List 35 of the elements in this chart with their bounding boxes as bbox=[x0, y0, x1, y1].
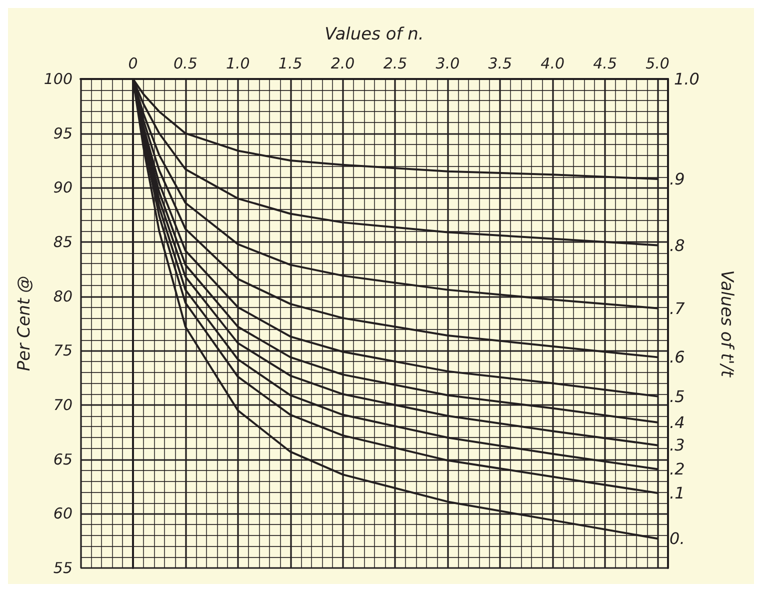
series-label: .6 bbox=[670, 348, 685, 367]
y-tick-label: 60 bbox=[53, 504, 73, 523]
y-tick-label: 95 bbox=[53, 124, 73, 142]
series-label: .7 bbox=[670, 298, 686, 318]
y-tick-label: 100 bbox=[44, 70, 73, 88]
x-tick-label: 5.0 bbox=[646, 54, 670, 72]
series-label: .2 bbox=[670, 460, 685, 479]
y2-axis-title: Values of t'/t bbox=[716, 270, 736, 378]
x-tick-label: 4.5 bbox=[593, 54, 617, 72]
x-axis-title: Values of n. bbox=[324, 24, 424, 44]
x-tick-label: 2.0 bbox=[330, 54, 355, 72]
y-axis-title: Per Cent @ bbox=[14, 276, 34, 372]
y-tick-label: 75 bbox=[53, 342, 73, 360]
x-tick-label: 1.5 bbox=[278, 54, 302, 72]
y-tick-label: 85 bbox=[53, 233, 73, 251]
y-tick-label: 70 bbox=[53, 396, 73, 414]
x-tick-label: 2.5 bbox=[383, 54, 408, 72]
series-label: .8 bbox=[670, 236, 685, 255]
y-tick-label: 65 bbox=[53, 450, 73, 468]
x-tick-label: 3.0 bbox=[436, 54, 460, 72]
y-tick-label: 90 bbox=[53, 178, 73, 197]
x-tick-label: 3.5 bbox=[488, 54, 512, 72]
series-label: .9 bbox=[670, 169, 685, 188]
x-tick-label: 4.0 bbox=[540, 54, 565, 72]
y-tick-label: 55 bbox=[53, 559, 73, 577]
series-label: 0. bbox=[670, 529, 685, 548]
series-label: .4 bbox=[670, 412, 685, 432]
series-label: .1 bbox=[670, 484, 685, 503]
y-tick-label: 80 bbox=[53, 287, 73, 306]
text: 1.0 bbox=[674, 70, 700, 88]
x-tick-label: 1.0 bbox=[226, 54, 250, 72]
series-label: .5 bbox=[670, 386, 685, 406]
x-tick-label: 0.5 bbox=[174, 54, 198, 72]
x-tick-label: 0 bbox=[128, 54, 138, 72]
series-label: .3 bbox=[670, 436, 685, 455]
